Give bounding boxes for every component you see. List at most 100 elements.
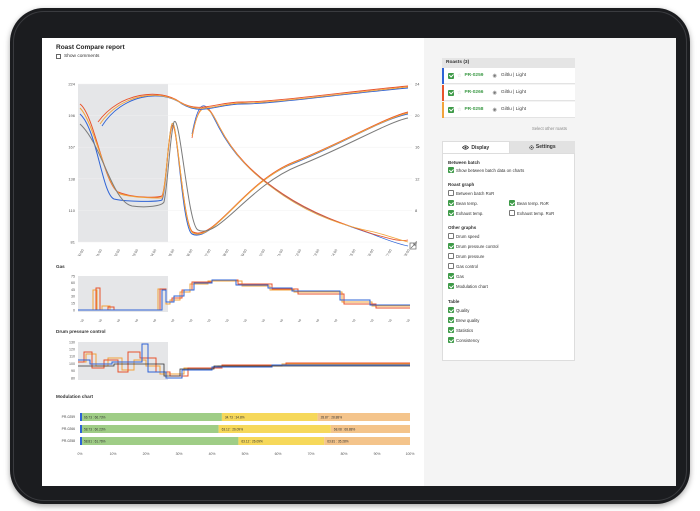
y-tick-right: 24	[415, 82, 420, 87]
option-label: Statistics	[456, 327, 474, 333]
x-tick: 14:00	[330, 249, 338, 257]
roast-id[interactable]: PR-0258	[464, 107, 484, 112]
other-graphs-section-title: Other graphs	[448, 225, 477, 230]
modulation-seg-label: 66.73 : 66.73%	[84, 415, 106, 419]
gas-x-tick: 14:00	[331, 318, 339, 322]
x-tick: 16:00	[367, 249, 375, 257]
roast-id[interactable]: PR-0266	[464, 90, 484, 95]
roast-id[interactable]: PR-0259	[464, 73, 484, 78]
x-tick: 09:00	[240, 249, 248, 257]
checkbox-show-between-batch[interactable]	[448, 167, 454, 173]
modulation-chart[interactable]: PR-0259 66.73 : 66.73% 34.73 : 34.8% 28.87 …	[42, 403, 424, 483]
eye-icon[interactable]: ◉	[492, 106, 497, 113]
gas-chart[interactable]: 75 60 45 30 15 0 00:00 01:00 02:00 03:00 04:00 05:0…	[42, 272, 424, 322]
modulation-segment-high	[317, 413, 410, 421]
gas-x-tick: 04:00	[150, 318, 158, 322]
option-exhaust-temp-ror[interactable]: Exhaust temp. RoR	[509, 210, 554, 216]
expand-icon[interactable]	[409, 242, 417, 250]
checkbox-bean-temp-ror[interactable]	[509, 200, 515, 206]
show-comments-checkbox[interactable]	[56, 54, 61, 59]
drum-line-dark	[78, 363, 410, 377]
option-quality[interactable]: Quality	[448, 307, 469, 313]
checkbox-bean-temp[interactable]	[448, 200, 454, 206]
checkbox-modulation-chart[interactable]	[448, 283, 454, 289]
checkbox-statistics[interactable]	[448, 327, 454, 333]
roast-row[interactable]: ☆ PR-0259 ◉ Giltlu | Light	[442, 67, 575, 84]
x-tick: 17:00	[385, 249, 393, 257]
x-tick: 15:00	[349, 249, 357, 257]
option-brew-quality[interactable]: Brew quality	[448, 317, 479, 323]
tab-settings-label: Settings	[535, 144, 556, 150]
display-options-panel: Between batch Show between batch data on…	[442, 153, 575, 361]
roast-graph-section-title: Roast graph	[448, 182, 475, 187]
show-comments-toggle[interactable]: Show comments	[56, 54, 99, 59]
modulation-segment-low	[80, 413, 222, 421]
y-tick-left: 167	[68, 145, 75, 150]
option-drum-speed[interactable]: Drum speed	[448, 233, 479, 239]
gas-x-tick: 06:00	[186, 318, 194, 322]
checkbox-between-batch-ror[interactable]	[448, 190, 454, 196]
y-tick-left: 138	[68, 176, 75, 181]
checkbox-drum-pressure-control[interactable]	[448, 243, 454, 249]
roast-checkbox[interactable]	[448, 72, 454, 79]
between-batch-shaded-area	[78, 84, 168, 242]
roast-curve-chart[interactable]: 224 24 196 20 167 16 138 12 110 8 81 4 00:00 01:00 02:…	[42, 74, 424, 257]
option-statistics[interactable]: Statistics	[448, 327, 473, 333]
checkbox-gas-control[interactable]	[448, 263, 454, 269]
option-exhaust-temp[interactable]: Exhaust temp.	[448, 210, 483, 216]
roast-name: Giltlu | Light	[500, 107, 527, 112]
checkbox-drum-speed[interactable]	[448, 233, 454, 239]
x-tick: 11:00	[276, 249, 284, 257]
roast-curve	[97, 85, 409, 123]
option-gas[interactable]: Gas	[448, 273, 464, 279]
star-icon[interactable]: ☆	[457, 106, 462, 113]
option-between-batch-ror[interactable]: Between batch RoR	[448, 190, 494, 196]
x-tick: 10:00	[258, 249, 266, 257]
gas-y-tick: 75	[71, 274, 75, 278]
checkbox-exhaust-temp-ror[interactable]	[509, 210, 515, 216]
checkbox-gas[interactable]	[448, 273, 454, 279]
checkbox-exhaust-temp[interactable]	[448, 210, 454, 216]
option-bean-temp[interactable]: Bean temp.	[448, 200, 478, 206]
roast-row[interactable]: ☆ PR-0266 ◉ Giltlu | Light	[442, 84, 575, 101]
option-modulation-chart[interactable]: Modulation chart	[448, 283, 488, 289]
gas-x-tick: 12:00	[295, 318, 303, 322]
tab-settings[interactable]: Settings	[509, 141, 575, 153]
option-label: Drum pressure	[456, 253, 485, 259]
star-icon[interactable]: ☆	[457, 89, 462, 96]
select-other-roasts-link[interactable]: Select other roasts	[532, 126, 567, 131]
show-comments-label: Show comments	[64, 54, 100, 59]
roast-checkbox[interactable]	[448, 89, 454, 96]
option-gas-control[interactable]: Gas control	[448, 263, 478, 269]
drum-y-tick: 130	[69, 340, 75, 344]
drum-y-tick: 90	[71, 369, 75, 373]
modulation-seg-label: 63.12 : 26.09%	[241, 439, 263, 443]
option-bean-temp-ror[interactable]: Bean temp. RoR	[509, 200, 549, 206]
checkbox-brew-quality[interactable]	[448, 317, 454, 323]
option-drum-pressure[interactable]: Drum pressure	[448, 253, 484, 259]
checkbox-consistency[interactable]	[448, 337, 454, 343]
checkbox-quality[interactable]	[448, 307, 454, 313]
tab-display[interactable]: Display	[442, 141, 510, 153]
option-consistency[interactable]: Consistency	[448, 337, 479, 343]
drum-y-tick: 120	[69, 348, 75, 352]
star-icon[interactable]: ☆	[457, 72, 462, 79]
modulation-seg-label: 58.73 : 60.23%	[84, 427, 106, 431]
option-drum-pressure-control[interactable]: Drum pressure control	[448, 243, 499, 249]
x-tick: 00:00	[77, 249, 85, 257]
roast-color-bar	[442, 84, 444, 101]
option-label: Gas	[456, 273, 464, 279]
modulation-row-marker	[80, 437, 82, 445]
x-tick: 02:00	[113, 249, 121, 257]
option-show-between-batch[interactable]: Show between batch data on charts	[448, 167, 524, 173]
page-title: Roast Compare report	[56, 44, 125, 51]
modulation-segment-mid	[238, 437, 325, 445]
roast-row[interactable]: ☆ PR-0258 ◉ Giltlu | Light	[442, 101, 575, 118]
eye-icon[interactable]: ◉	[492, 72, 497, 79]
drum-shaded-area	[78, 342, 168, 380]
roast-checkbox[interactable]	[448, 106, 454, 113]
gas-x-tick: 01:00	[96, 318, 104, 322]
drum-pressure-chart[interactable]: 130 120 110 100 90 80	[42, 338, 424, 388]
eye-icon[interactable]: ◉	[492, 89, 497, 96]
checkbox-drum-pressure[interactable]	[448, 253, 454, 259]
